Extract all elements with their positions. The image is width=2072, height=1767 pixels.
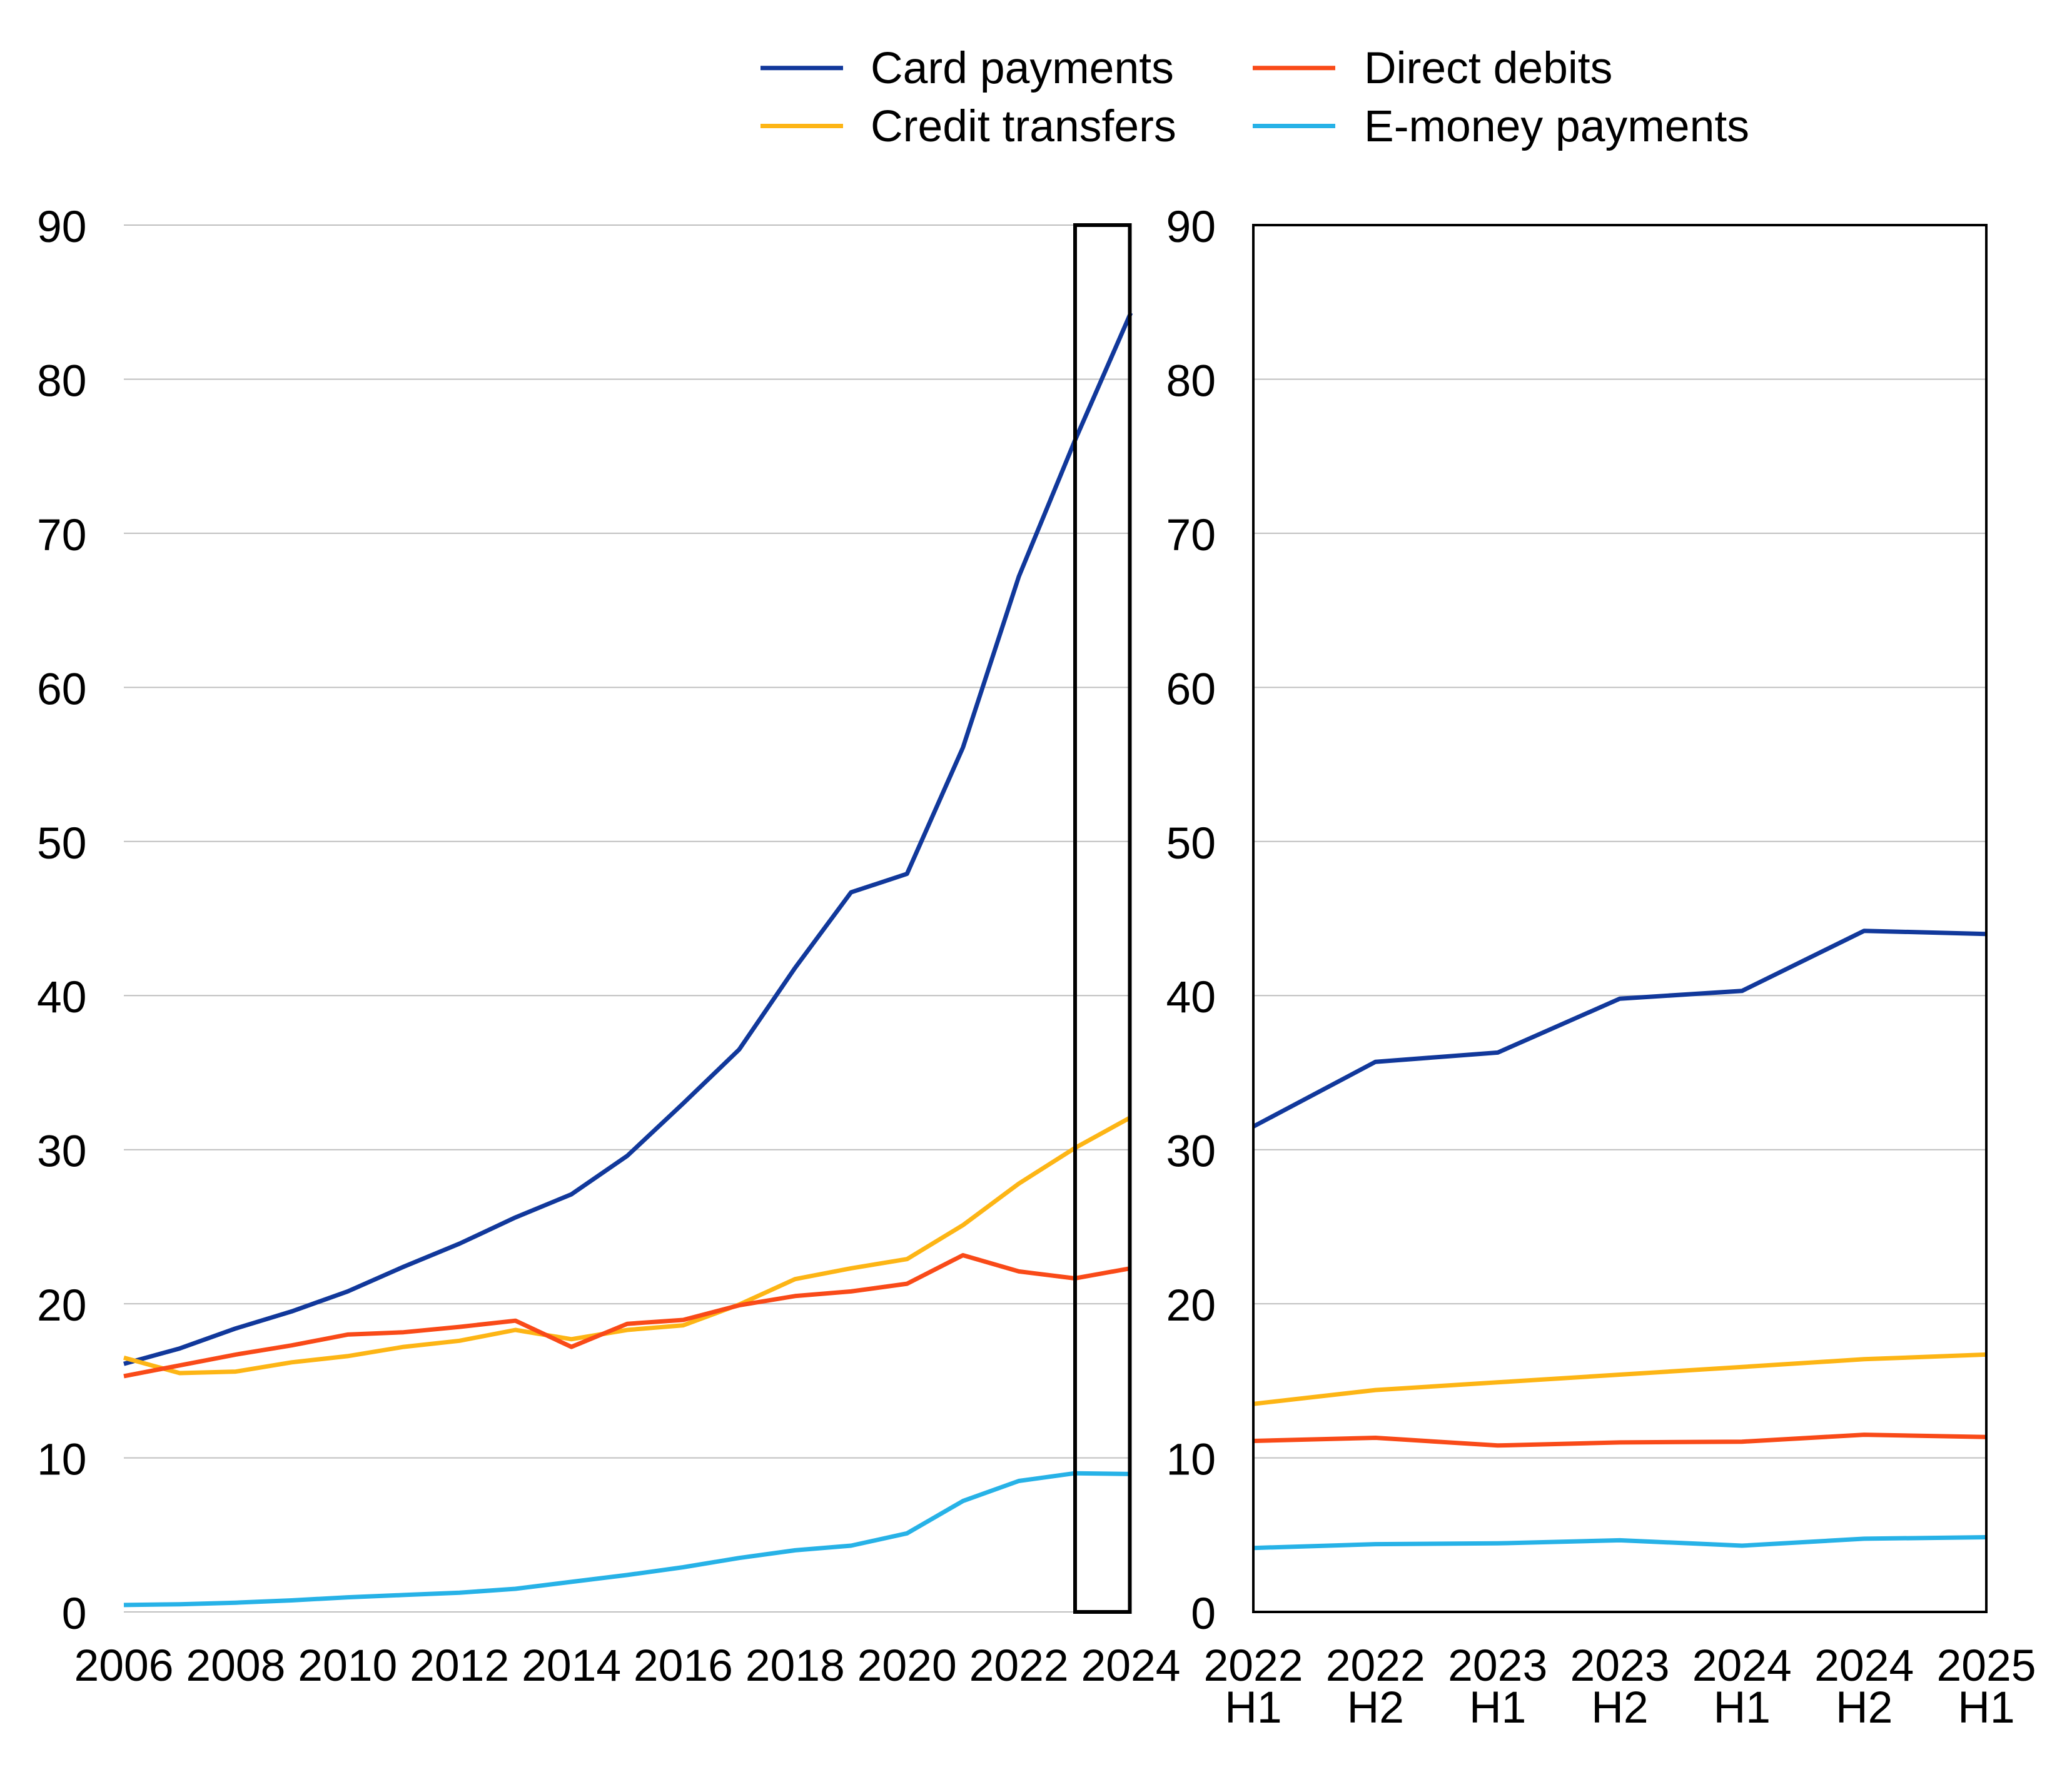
svg-text:90: 90: [1166, 202, 1216, 252]
svg-text:80: 80: [37, 356, 87, 406]
svg-text:2022: 2022: [1326, 1641, 1425, 1691]
svg-text:70: 70: [37, 510, 87, 560]
svg-text:50: 50: [37, 818, 87, 868]
svg-text:E-money payments: E-money payments: [1364, 101, 1749, 151]
svg-text:H1: H1: [1469, 1683, 1526, 1733]
svg-text:H1: H1: [1958, 1683, 2014, 1733]
svg-text:20: 20: [1166, 1281, 1216, 1331]
svg-text:2014: 2014: [522, 1641, 621, 1691]
svg-text:0: 0: [62, 1589, 87, 1639]
svg-text:60: 60: [1166, 664, 1216, 714]
svg-text:2023: 2023: [1448, 1641, 1547, 1691]
svg-text:60: 60: [37, 664, 87, 714]
svg-text:Credit transfers: Credit transfers: [871, 101, 1176, 151]
svg-text:H2: H2: [1591, 1683, 1648, 1733]
svg-text:2018: 2018: [745, 1641, 845, 1691]
svg-text:2016: 2016: [634, 1641, 733, 1691]
svg-text:2008: 2008: [186, 1641, 285, 1691]
svg-text:Card payments: Card payments: [871, 43, 1174, 93]
svg-text:2025: 2025: [1936, 1641, 2036, 1691]
svg-text:H1: H1: [1714, 1683, 1771, 1733]
svg-text:40: 40: [37, 972, 87, 1022]
svg-text:2020: 2020: [857, 1641, 957, 1691]
svg-text:2022: 2022: [969, 1641, 1069, 1691]
svg-text:2012: 2012: [410, 1641, 509, 1691]
svg-text:2023: 2023: [1570, 1641, 1669, 1691]
svg-text:80: 80: [1166, 356, 1216, 406]
svg-text:H2: H2: [1347, 1683, 1404, 1733]
svg-text:30: 30: [1166, 1127, 1216, 1177]
svg-text:2010: 2010: [298, 1641, 397, 1691]
svg-text:2024: 2024: [1692, 1641, 1792, 1691]
svg-text:Direct debits: Direct debits: [1364, 43, 1612, 93]
svg-text:20: 20: [37, 1281, 87, 1331]
svg-text:40: 40: [1166, 972, 1216, 1022]
svg-text:2024: 2024: [1081, 1641, 1180, 1691]
svg-text:2022: 2022: [1203, 1641, 1303, 1691]
svg-text:10: 10: [37, 1435, 87, 1485]
svg-text:10: 10: [1166, 1435, 1216, 1485]
svg-text:0: 0: [1191, 1589, 1216, 1639]
svg-text:2024: 2024: [1814, 1641, 1914, 1691]
svg-text:H1: H1: [1225, 1683, 1281, 1733]
svg-text:70: 70: [1166, 510, 1216, 560]
svg-text:90: 90: [37, 202, 87, 252]
svg-text:50: 50: [1166, 818, 1216, 868]
svg-text:30: 30: [37, 1127, 87, 1177]
svg-text:2006: 2006: [74, 1641, 173, 1691]
svg-text:H2: H2: [1836, 1683, 1893, 1733]
